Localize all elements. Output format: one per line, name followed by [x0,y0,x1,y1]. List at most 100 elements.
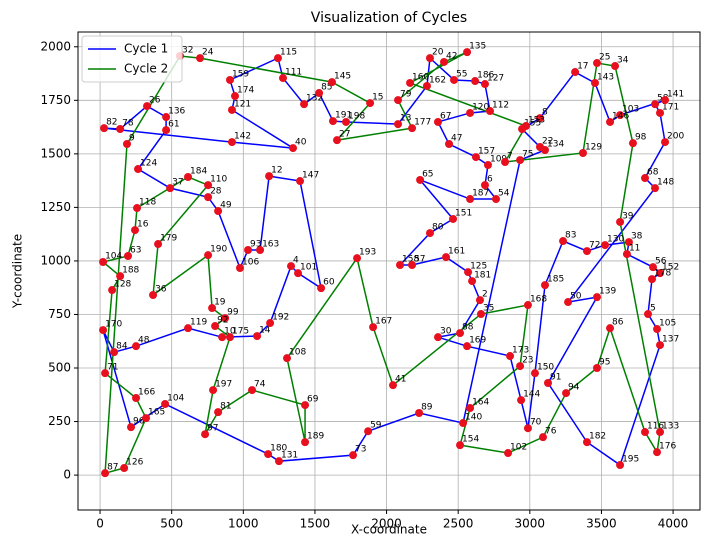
point [593,293,602,302]
point-label: 145 [334,72,351,82]
point [214,408,223,417]
x-tick-label: 500 [160,517,183,531]
point-label: 22 [542,137,553,147]
point-label: 60 [323,278,335,288]
point [415,408,424,417]
point [116,125,125,134]
point [541,146,550,155]
point-label: 67 [440,111,451,121]
point [134,165,143,174]
point [593,59,602,68]
point [661,96,670,105]
point [396,261,405,270]
point [110,348,119,357]
point-label: 124 [140,159,157,169]
x-tick-label: 4000 [658,517,689,531]
point [466,404,475,413]
point-label: 39 [622,211,634,221]
point [601,241,610,250]
point-label: 93 [250,240,261,250]
point [116,272,125,281]
point-label: 75 [522,150,533,160]
point-label: 191 [335,111,352,121]
point [227,105,236,114]
point [656,428,665,437]
point-label: 189 [307,432,324,442]
point [274,457,283,466]
point [466,195,475,204]
chart-title: Visualization of Cycles [311,10,467,26]
point [590,78,599,87]
point-label: 54 [498,189,510,199]
plot-frame [77,31,701,511]
point-label: 8 [542,108,548,118]
point [225,75,234,84]
point [442,253,451,262]
point-label: 109 [490,154,507,164]
point [517,396,526,405]
point-label: 69 [307,395,319,405]
point [122,140,131,149]
point [408,261,417,270]
point [506,352,515,361]
point [501,157,510,166]
point [328,117,337,126]
point [616,217,625,226]
point [425,54,434,63]
point-label: 17 [577,62,588,72]
point [464,268,473,277]
point-label: 94 [568,383,580,393]
point [653,325,662,334]
point [449,214,458,223]
point [593,364,602,373]
point [476,310,485,319]
point-label: 104 [105,252,122,262]
point-label: 134 [547,140,564,150]
point [433,333,442,342]
point [120,464,129,473]
point-label: 121 [234,99,251,109]
point [571,68,580,77]
point [578,148,587,157]
point [253,332,262,341]
point [480,181,489,190]
point [301,401,310,410]
point-label: 177 [414,118,431,128]
point [369,323,378,332]
point [123,252,132,261]
point [640,428,649,437]
point-label: 133 [662,422,679,432]
point [564,298,573,307]
legend-label: Cycle 2 [124,62,168,76]
x-tick-label: 0 [96,517,104,531]
point [256,246,265,255]
point-label: 167 [375,317,392,327]
point-label: 20 [432,48,444,58]
point [244,246,253,255]
point-label: 10 [224,327,236,337]
point [204,193,213,202]
point-label: 188 [122,266,139,276]
point [315,89,324,98]
point-label: 7 [507,151,513,161]
point-label: 185 [547,275,564,285]
point [264,450,273,459]
x-tick-label: 2000 [371,517,402,531]
point [296,177,305,186]
point [209,386,218,395]
point [433,117,442,126]
point-label: 184 [190,166,207,176]
point-label: 99 [227,308,239,318]
point [211,322,220,331]
point-label: 47 [451,134,462,144]
point-label: 5 [650,304,656,314]
point [661,138,670,147]
point [530,369,539,378]
point-label: 132 [306,94,323,104]
point-label: 98 [635,133,647,143]
x-tick-label: 2500 [443,517,474,531]
point [516,156,525,165]
point-label: 120 [472,102,489,112]
point-label: 110 [210,175,227,185]
point-label: 91 [550,373,561,383]
